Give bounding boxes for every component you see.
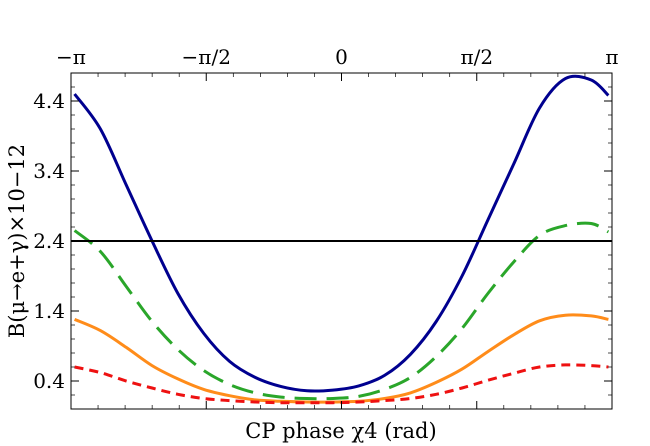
series-line-3: [74, 363, 609, 405]
top-tick-label: π: [605, 45, 618, 69]
y-tick-label: 0.4: [33, 369, 65, 393]
top-tick-label: 0: [335, 45, 348, 69]
top-tick-label: −π: [56, 45, 86, 69]
series-layer: [71, 74, 612, 405]
y-axis-label: B(μ→e+γ)×10−12: [5, 144, 29, 338]
y-tick-label: 3.4: [33, 159, 65, 183]
series-line-1: [73, 221, 610, 401]
x-axis-label: CP phase χ4 (rad): [245, 419, 436, 443]
series-line-0: [73, 74, 610, 393]
y-tick-label: 4.4: [33, 89, 65, 113]
y-tick-label: 2.4: [33, 229, 65, 253]
top-tick-label: π/2: [460, 45, 493, 69]
top-tick-label: −π/2: [182, 45, 231, 69]
y-tick-label: 1.4: [33, 299, 65, 323]
tick-layer: 0.4 1.4 2.4 3.4 4.4 −π −π/2 0 π/2 π: [33, 45, 619, 409]
